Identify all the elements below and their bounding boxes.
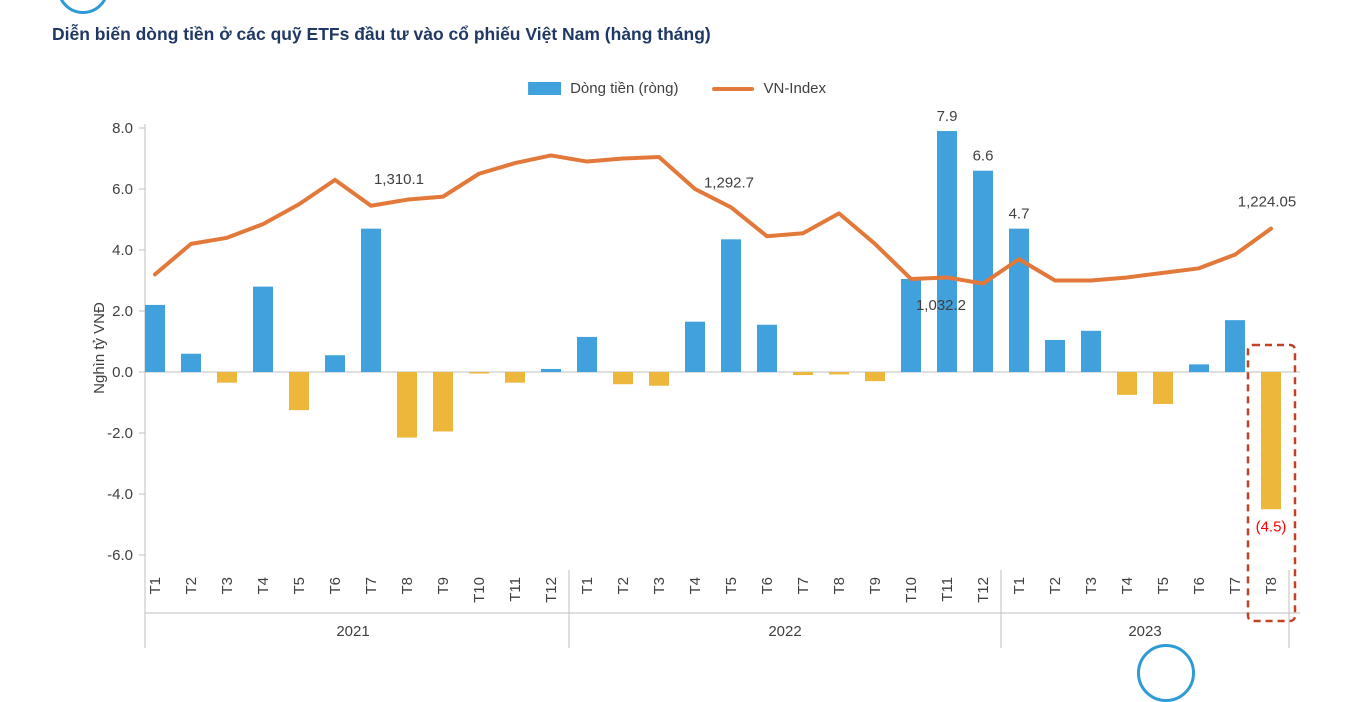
month-label: T9: [435, 577, 452, 595]
bar-24: [973, 170, 993, 372]
bar-6: [325, 355, 345, 372]
month-label: T12: [543, 577, 560, 603]
month-label: T12: [975, 577, 992, 603]
bar-11: [505, 372, 525, 383]
bar-26: [1045, 339, 1065, 372]
bar-2: [181, 353, 201, 372]
month-label: T3: [651, 577, 668, 595]
month-label: T6: [759, 577, 776, 595]
bar-20: [829, 372, 849, 375]
bar-15: [649, 372, 669, 386]
bar-12: [541, 368, 561, 372]
bar-value-label: (4.5): [1256, 518, 1287, 535]
page: { "title": "Diễn biến dòng tiền ở các qu…: [52, 0, 1300, 702]
month-label: T8: [831, 577, 848, 595]
page-title: Diễn biến dòng tiền ở các quỹ ETFs đầu t…: [52, 24, 711, 44]
month-label: T6: [327, 577, 344, 595]
bar-27: [1081, 330, 1101, 372]
y-tick-label: 2.0: [112, 303, 133, 320]
chart-legend: Dòng tiền (ròng) VN-Index: [528, 80, 826, 97]
month-label: T3: [219, 577, 236, 595]
month-label: T4: [1119, 577, 1136, 595]
month-label: T1: [579, 577, 596, 595]
y-tick-label: -6.0: [107, 547, 133, 564]
bar-7: [361, 228, 381, 372]
month-label: T5: [291, 577, 308, 595]
legend-bars-label: Dòng tiền (ròng): [570, 80, 679, 97]
line-series-swatch-icon: [712, 86, 755, 91]
bar-25: [1009, 228, 1029, 372]
bar-10: [469, 372, 489, 374]
bar-30: [1189, 364, 1209, 372]
y-axis-title: Nghìn tỷ VNĐ: [91, 302, 108, 394]
highlight-box: [1246, 343, 1297, 623]
legend-item-bars: Dòng tiền (ròng): [528, 80, 678, 97]
month-label: T3: [1083, 577, 1100, 595]
month-label: T7: [363, 577, 380, 595]
bar-19: [793, 372, 813, 376]
bar-value-label: 4.7: [1009, 206, 1030, 223]
vnindex-line: [153, 153, 1273, 286]
bar-4: [253, 286, 273, 372]
vnindex-value-label: 1,224.05: [1238, 194, 1296, 211]
year-label-2023: 2023: [1128, 623, 1161, 640]
y-tick-label: -4.0: [107, 486, 133, 503]
month-label: T6: [1191, 577, 1208, 595]
bar-3: [217, 372, 237, 383]
month-label: T4: [687, 577, 704, 595]
bar-22: [901, 278, 921, 372]
bar-8: [397, 372, 417, 438]
year-label-2022: 2022: [768, 623, 801, 640]
y-tick-label: 4.0: [112, 242, 133, 259]
legend-line-label: VN-Index: [763, 80, 827, 97]
month-label: T1: [147, 577, 164, 595]
month-label: T5: [1155, 577, 1172, 595]
bar-32: [1261, 372, 1281, 510]
bar-16: [685, 321, 705, 372]
bar-9: [433, 372, 453, 432]
bar-14: [613, 372, 633, 385]
month-label: T2: [615, 577, 632, 595]
legend-item-line: VN-Index: [712, 80, 826, 97]
bar-13: [577, 336, 597, 372]
bar-1: [145, 304, 165, 372]
vnindex-value-label: 1,032.2: [916, 297, 966, 314]
month-label: T10: [471, 577, 488, 603]
month-label: T7: [795, 577, 812, 595]
month-label: T1: [1011, 577, 1028, 595]
bar-18: [757, 324, 777, 372]
month-label: T8: [1263, 577, 1280, 595]
month-label: T2: [183, 577, 200, 595]
y-tick-label: -2.0: [107, 425, 133, 442]
year-label-2021: 2021: [336, 623, 369, 640]
bar-5: [289, 372, 309, 411]
month-label: T8: [399, 577, 416, 595]
vnindex-value-label: 1,292.7: [704, 174, 754, 191]
month-label: T11: [939, 577, 956, 602]
bar-series-swatch-icon: [528, 82, 562, 95]
bar-23: [937, 131, 957, 372]
bar-21: [865, 372, 885, 382]
month-label: T10: [903, 577, 920, 603]
y-tick-label: 0.0: [112, 364, 133, 381]
bar-28: [1117, 372, 1137, 395]
bar-29: [1153, 372, 1173, 405]
month-label: T4: [255, 577, 272, 595]
month-label: T9: [867, 577, 884, 595]
y-tick-label: 8.0: [112, 120, 133, 137]
month-label: T2: [1047, 577, 1064, 595]
bar-value-label: 6.6: [973, 148, 994, 165]
month-label: T11: [507, 577, 524, 602]
bar-value-label: 7.9: [937, 108, 958, 125]
y-tick-label: 6.0: [112, 181, 133, 198]
bar-17: [721, 239, 741, 372]
month-label: T7: [1227, 577, 1244, 595]
etf-flow-chart: 8.0 6.0 4.0 2.0 0.0 -2.0 -4.0 -6.0 Nghìn tỷ VNĐ 2…: [91, 108, 1300, 648]
month-label: T5: [723, 577, 740, 595]
bar-31: [1225, 320, 1245, 372]
vnindex-value-label: 1,310.1: [374, 171, 424, 188]
